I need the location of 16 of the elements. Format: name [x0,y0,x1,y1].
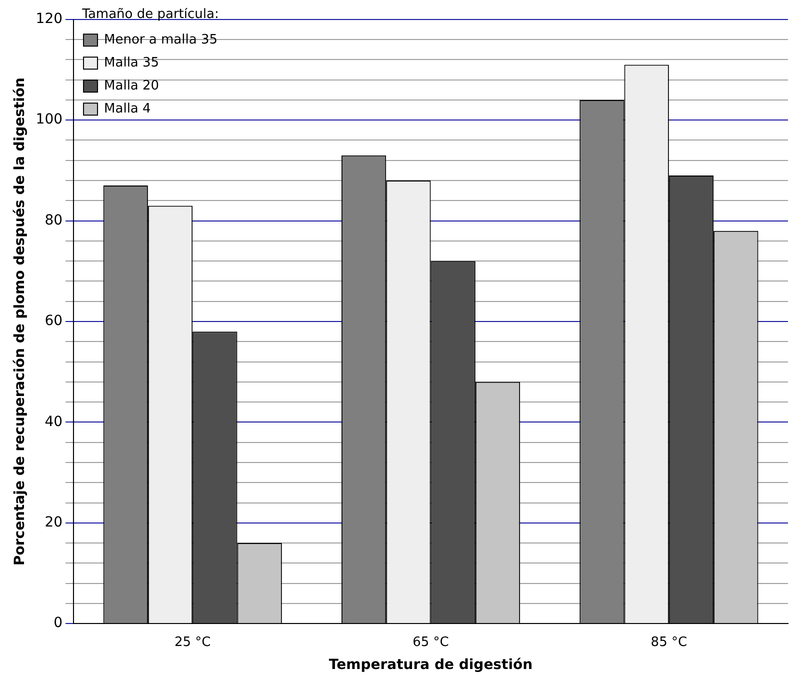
legend-label: Malla 4 [104,101,151,116]
x-tick-label: 85 °C [650,634,688,650]
y-tick-label: 40 [44,414,63,430]
y-tick-label: 20 [44,514,63,531]
y-axis-title: Porcentaje de recuperación de plomo después de la digestión [12,77,28,566]
y-tick-label: 100 [36,112,63,128]
legend-label: Malla 35 [104,55,160,70]
legend-label: Malla 20 [104,78,160,94]
x-tick-label: 25 °C [174,634,211,650]
y-tick-label: 120 [36,11,63,28]
y-tick-label: 80 [44,212,63,228]
x-axis-title: Temperatura de digestión [328,657,533,674]
y-tick-label: 0 [54,615,63,632]
x-tick-label: 65 °C [412,634,449,650]
legend-label: Menor a malla 35 [104,32,218,48]
y-tick-label: 60 [44,313,63,330]
